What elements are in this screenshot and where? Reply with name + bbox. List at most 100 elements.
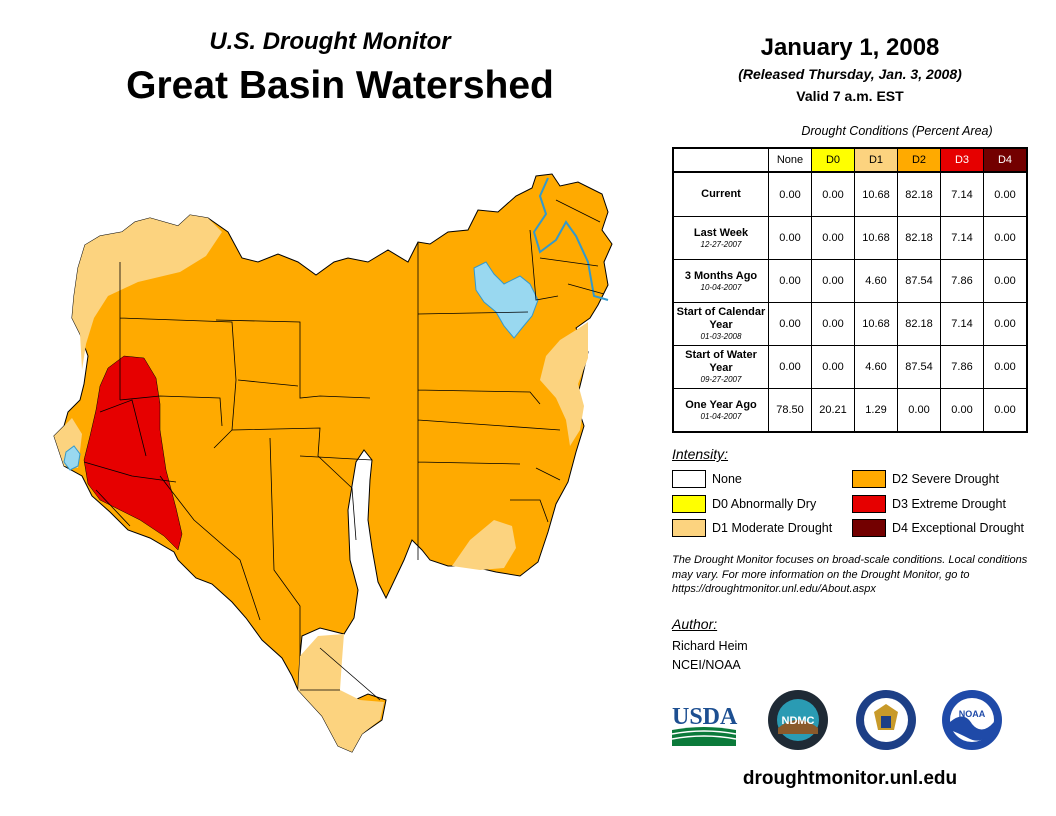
author-name: Richard Heim (672, 639, 748, 653)
legend-item: D3 Extreme Drought (852, 495, 1006, 513)
legend-label: D0 Abnormally Dry (712, 497, 817, 511)
drought-map (53, 173, 613, 753)
row-date: 01-03-2008 (700, 332, 742, 341)
header-blank (673, 148, 769, 172)
cell-d4: 0.00 (983, 171, 1028, 217)
cell-d1: 1.29 (854, 388, 898, 433)
page-title: Great Basin Watershed (126, 64, 554, 107)
ndmc-logo-text: NDMC (782, 715, 815, 727)
row-label-text: One Year Ago (685, 398, 757, 411)
release-date: (Released Thursday, Jan. 3, 2008) (738, 66, 962, 82)
cell-d0: 0.00 (811, 345, 855, 389)
cell-d2: 87.54 (897, 259, 941, 303)
table-row: Start of Water Year 09-27-2007 0.00 0.00 4.6… (672, 345, 1028, 389)
legend-label: D3 Extreme Drought (892, 497, 1006, 511)
logo-strip: USDA NDMC NOAA (671, 690, 1002, 750)
cell-d3: 7.14 (940, 171, 984, 217)
table-row: 3 Months Ago 10-04-2007 0.00 0.00 4.60 87.54 7… (672, 259, 1028, 303)
legend-swatch (672, 519, 706, 537)
legend-swatch (852, 519, 886, 537)
d1-area-south (298, 634, 384, 752)
cell-d2: 82.18 (897, 216, 941, 260)
subtitle: U.S. Drought Monitor (209, 28, 451, 55)
legend-heading: Intensity: (672, 446, 729, 462)
row-label-text: Start of Water Year (685, 349, 757, 374)
cell-d1: 4.60 (854, 345, 898, 389)
cell-d2: 82.18 (897, 171, 941, 217)
author-org: NCEI/NOAA (672, 658, 741, 672)
cell-d3: 7.14 (940, 302, 984, 346)
table-row: One Year Ago 01-04-2007 78.50 20.21 1.29 0.00… (672, 388, 1028, 433)
legend-item: D4 Exceptional Drought (852, 519, 1024, 537)
author-heading: Author: (672, 616, 718, 632)
conditions-caption: Drought Conditions (Percent Area) (801, 124, 993, 138)
cell-d2: 0.00 (897, 388, 941, 433)
noaa-logo-text: NOAA (959, 709, 986, 719)
cell-none: 0.00 (768, 259, 812, 303)
row-label: Last Week 12-27-2007 (672, 216, 769, 260)
row-date: 09-27-2007 (700, 375, 742, 384)
cell-none: 0.00 (768, 302, 812, 346)
cell-d0: 0.00 (811, 216, 855, 260)
legend-swatch (672, 470, 706, 488)
table-row: Last Week 12-27-2007 0.00 0.00 10.68 82.18 7.1… (672, 216, 1028, 260)
legend-item: D2 Severe Drought (852, 470, 999, 488)
d2-area (53, 173, 613, 753)
cell-d0: 20.21 (811, 388, 855, 433)
column-header-d1: D1 (854, 147, 898, 173)
legend-label: D1 Moderate Drought (712, 521, 833, 535)
cell-d1: 10.68 (854, 216, 898, 260)
map-date: January 1, 2008 (760, 34, 940, 61)
cell-d1: 10.68 (854, 302, 898, 346)
row-label: Current (672, 171, 769, 217)
d1-area-east (540, 322, 588, 446)
row-label: One Year Ago 01-04-2007 (672, 388, 769, 433)
cell-d3: 0.00 (940, 388, 984, 433)
usda-logo-text: USDA (672, 704, 738, 730)
cell-d4: 0.00 (983, 388, 1028, 433)
cell-d2: 87.54 (897, 345, 941, 389)
cell-d1: 10.68 (854, 171, 898, 217)
cell-d4: 0.00 (983, 302, 1028, 346)
cell-d4: 0.00 (983, 345, 1028, 389)
row-label: Start of Water Year 09-27-2007 (672, 345, 769, 389)
legend-label: D2 Severe Drought (892, 472, 1000, 486)
legend-swatch (852, 470, 886, 488)
row-date: 12-27-2007 (700, 239, 742, 249)
cell-d4: 0.00 (983, 259, 1028, 303)
legend-label: None (712, 472, 742, 486)
website-url[interactable]: droughtmonitor.unl.edu (742, 768, 958, 789)
row-label: 3 Months Ago 10-04-2007 (672, 259, 769, 303)
row-label: Start of Calendar Year 01-03-2008 (672, 302, 769, 346)
cell-d0: 0.00 (811, 171, 855, 217)
author-block: Richard Heim NCEI/NOAA (672, 637, 748, 675)
legend-item: None (672, 470, 742, 488)
table-row: Current 0.00 0.00 10.68 82.18 7.14 0.00 (672, 171, 1028, 217)
table-row: Start of Calendar Year 01-03-2008 0.00 0.00… (672, 302, 1028, 346)
boundary-lines (83, 199, 605, 701)
row-label-text: Current (701, 188, 741, 200)
lake-tahoe (63, 445, 81, 471)
cell-d0: 0.00 (811, 259, 855, 303)
valid-time: Valid 7 a.m. EST (796, 88, 904, 104)
d3-area (83, 355, 183, 551)
cell-d3: 7.86 (940, 259, 984, 303)
info-note: The Drought Monitor focuses on broad-sca… (672, 554, 1028, 595)
cell-none: 0.00 (768, 171, 812, 217)
noaa-logo: NOAA (942, 690, 1002, 750)
d1-area-west (72, 215, 222, 370)
row-date: 10-04-2007 (700, 282, 742, 292)
row-label-text: 3 Months Ago (684, 269, 758, 282)
column-header-d2: D2 (897, 147, 941, 173)
cell-d4: 0.00 (983, 216, 1028, 260)
legend-swatch (852, 495, 886, 513)
bear-river (532, 177, 609, 301)
legend-label: D4 Exceptional Drought (892, 521, 1025, 535)
usda-logo: USDA (671, 704, 738, 746)
great-salt-lake (473, 261, 539, 339)
legend-item: D0 Abnormally Dry (672, 495, 816, 513)
map-region (53, 173, 613, 753)
row-label-text: Start of Calendar Year (676, 306, 766, 331)
column-header-d0: D0 (811, 147, 855, 173)
cell-none: 78.50 (768, 388, 812, 433)
